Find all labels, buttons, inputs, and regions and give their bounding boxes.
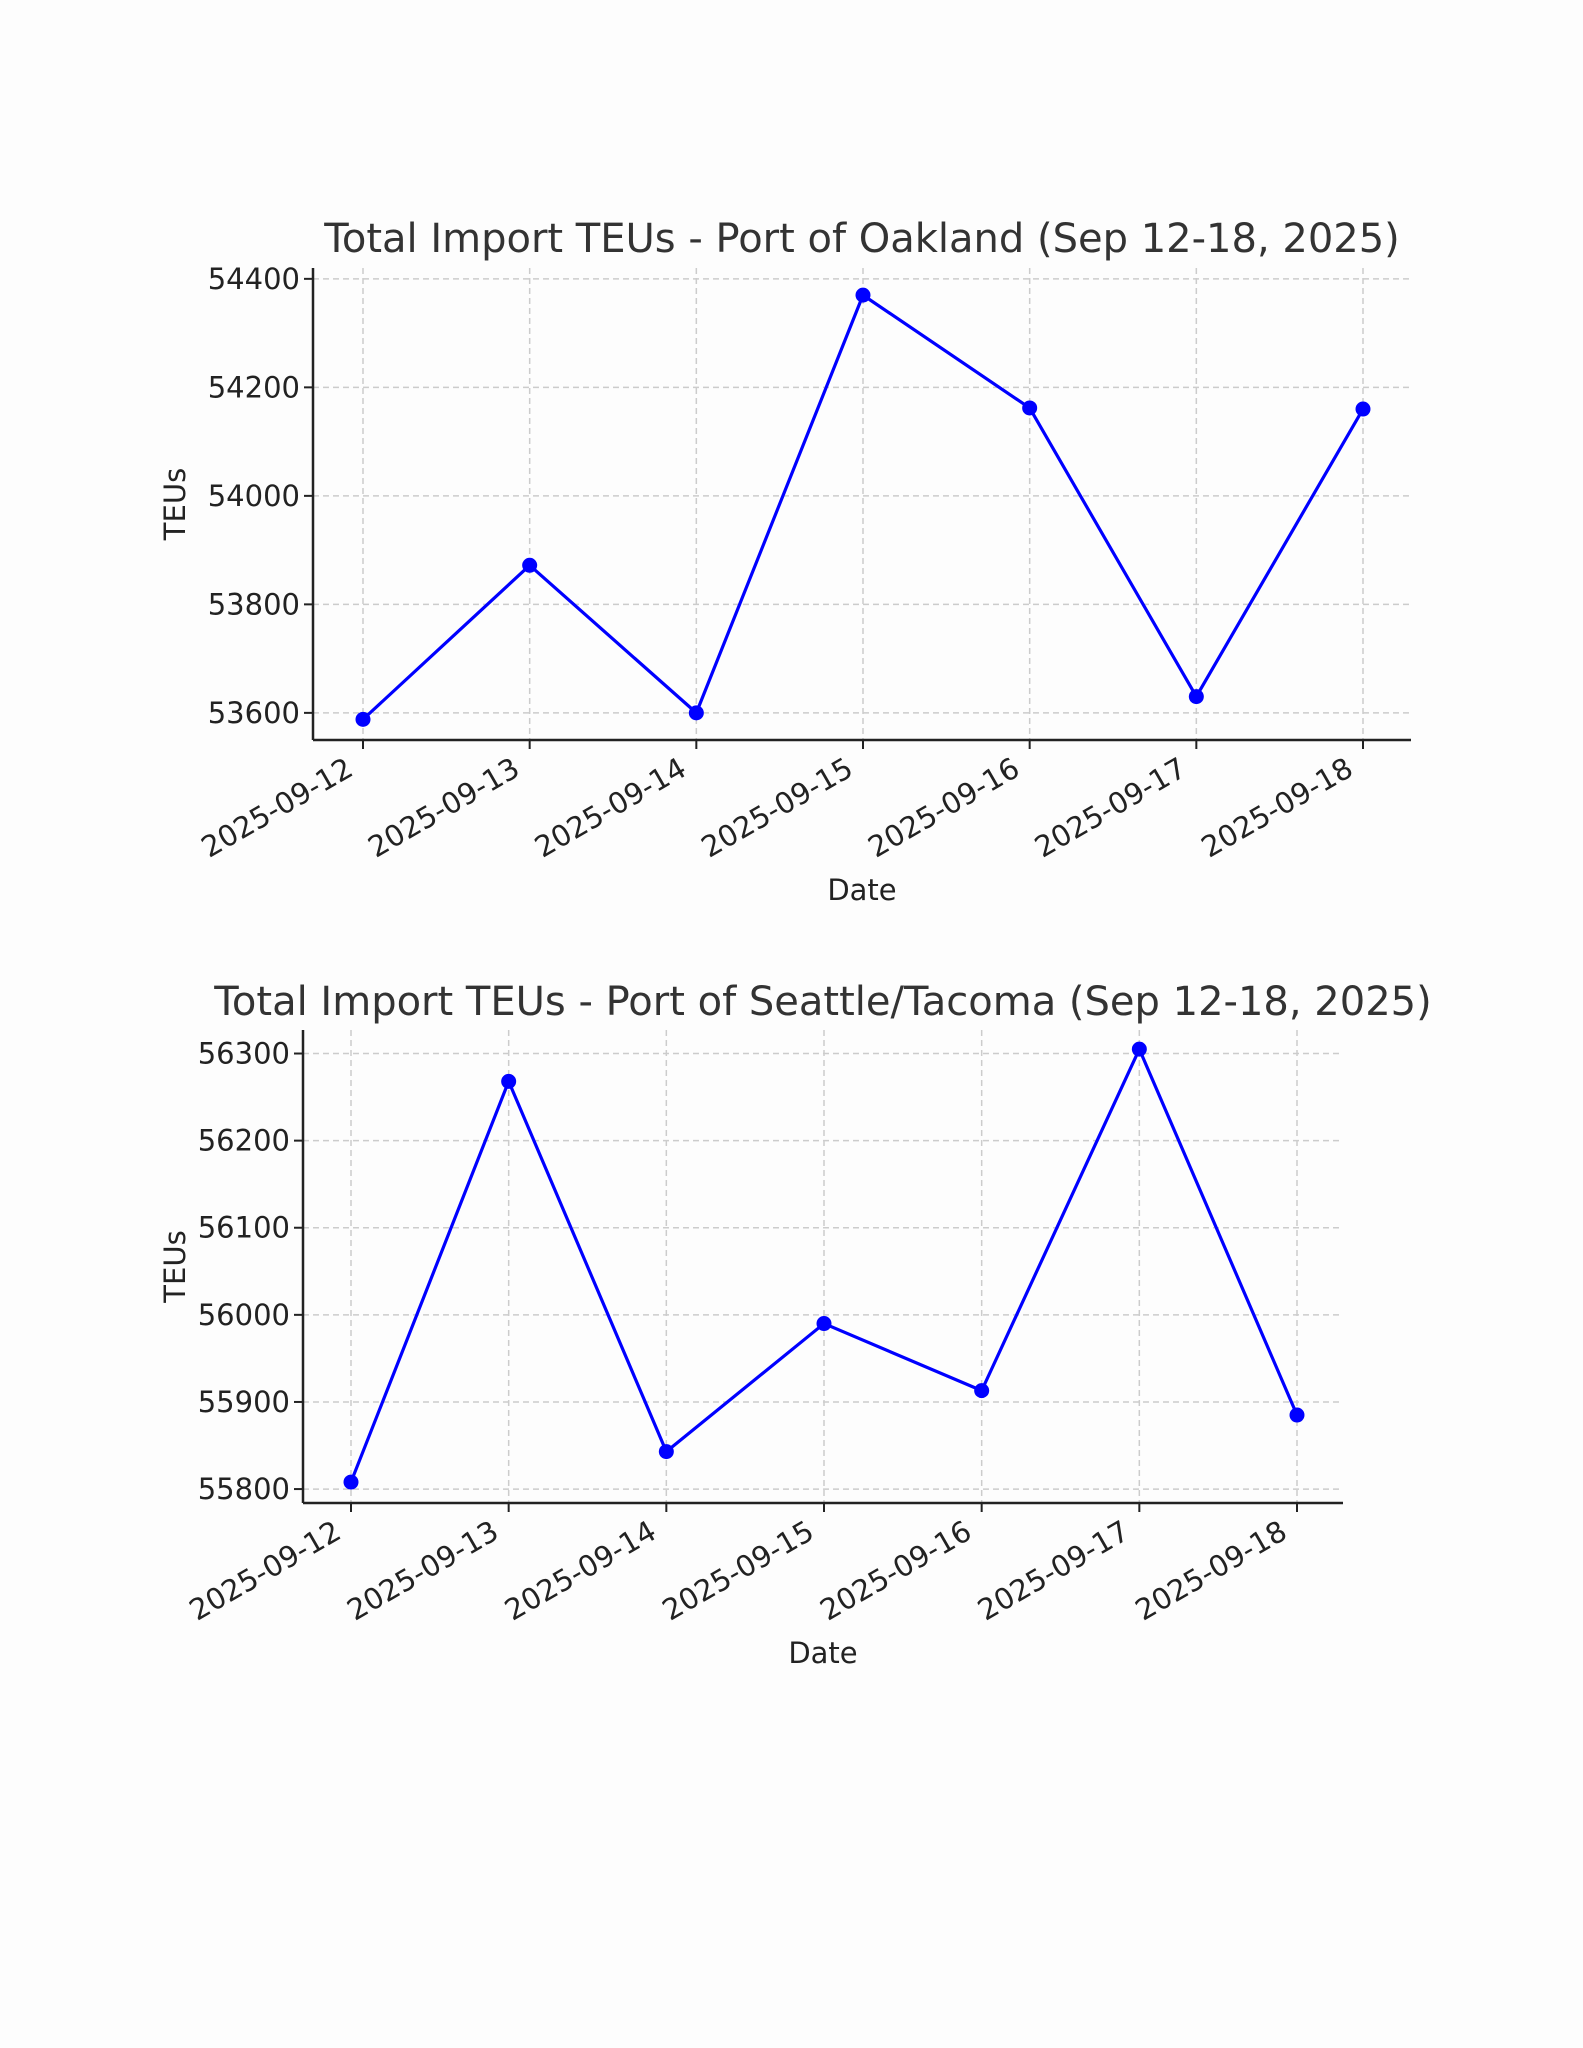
y-axis-label: TEUs xyxy=(158,468,192,541)
data-point xyxy=(688,705,704,721)
data-point xyxy=(355,711,371,727)
chart-title: Total Import TEUs - Port of Oakland (Sep… xyxy=(323,216,1400,262)
y-tick-label: 53600 xyxy=(208,696,300,730)
data-point xyxy=(1289,1407,1305,1423)
y-tick-label: 56100 xyxy=(198,1211,290,1245)
y-tick-label: 54200 xyxy=(208,370,300,404)
y-tick-label: 54400 xyxy=(208,262,300,296)
data-point xyxy=(1355,401,1371,417)
y-tick-label: 56300 xyxy=(198,1037,290,1071)
y-tick-label: 55800 xyxy=(198,1472,290,1506)
data-point xyxy=(1022,400,1038,416)
x-axis-label: Date xyxy=(827,873,896,907)
data-point xyxy=(522,557,538,573)
y-tick-label: 56000 xyxy=(198,1298,290,1332)
y-tick-label: 56200 xyxy=(198,1124,290,1158)
data-point xyxy=(501,1073,517,1089)
y-tick-label: 54000 xyxy=(208,479,300,513)
y-tick-label: 55900 xyxy=(198,1385,290,1419)
data-point xyxy=(855,287,871,303)
y-axis-label: TEUs xyxy=(158,1230,192,1303)
data-point xyxy=(1131,1041,1147,1057)
data-point xyxy=(974,1383,990,1399)
y-tick-label: 53800 xyxy=(208,587,300,621)
x-axis-label: Date xyxy=(788,1636,857,1670)
data-point xyxy=(1188,689,1204,705)
data-point xyxy=(816,1316,832,1332)
chart-title: Total Import TEUs - Port of Seattle/Taco… xyxy=(213,979,1431,1025)
data-point xyxy=(343,1474,359,1490)
data-point xyxy=(658,1444,674,1460)
